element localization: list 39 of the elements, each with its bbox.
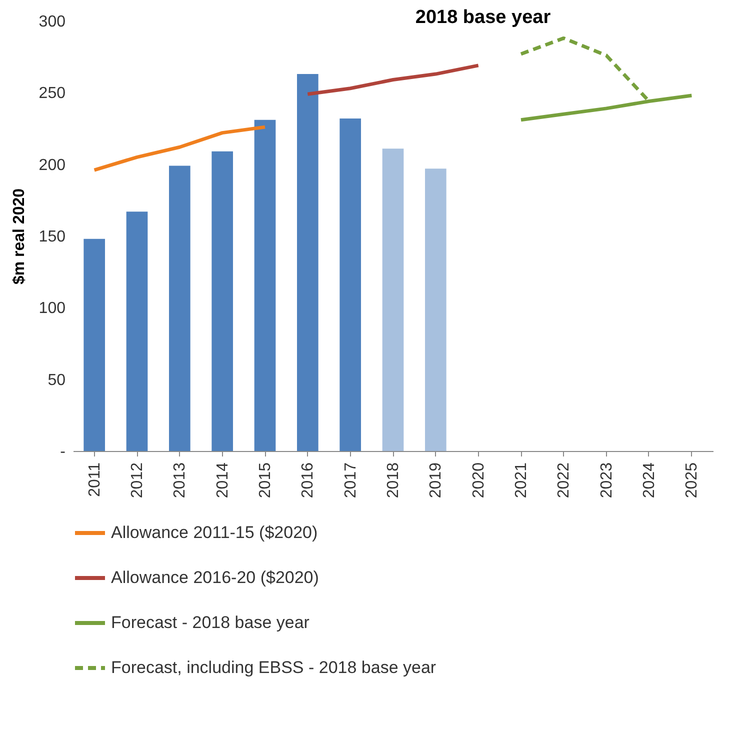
bar [84,238,105,451]
x-tick-label: 2020 [470,462,488,498]
x-tick-label: 2021 [513,462,530,498]
x-tick-label: 2022 [556,462,573,498]
line-series [306,64,480,96]
bar [169,166,190,451]
x-tick-label: 2017 [342,462,360,498]
bar [382,148,404,451]
bar [212,151,233,451]
y-tick-label: 100 [38,300,66,318]
bar [340,118,361,451]
x-tick-label: 2019 [428,462,445,498]
legend-label: Forecast - 2018 base year [111,613,310,632]
annotation: 2018 base year [415,7,552,28]
bar [126,212,148,451]
x-tick-label: 2014 [214,462,232,498]
x-tick-label: 2025 [684,462,701,498]
legend-label: Forecast, including EBSS - 2018 base year [111,658,436,677]
y-tick-label: - [60,444,66,460]
bar [254,120,276,451]
x-tick-label: 2011 [86,462,104,497]
bar [425,168,446,451]
y-tick-label: 200 [38,156,66,174]
line-series [92,125,267,172]
y-tick-label: 300 [38,14,66,30]
legend-label: Allowance 2011-15 ($2020) [111,523,318,542]
x-tick-label: 2023 [598,462,616,498]
y-tick-label: 250 [38,85,66,102]
x-tick-label: 2015 [257,462,274,498]
y-tick-label: 150 [38,228,66,246]
x-tick-label: 2013 [172,462,189,498]
bar [297,74,318,451]
y-tick-label: 50 [48,372,66,389]
x-tick-label: 2016 [300,462,317,498]
x-tick-label: 2024 [641,462,658,498]
x-tick-label: 2018 [385,462,402,498]
legend-label: Allowance 2016-20 ($2020) [111,568,319,587]
y-axis-title: $m real 2020 [10,188,28,285]
x-tick-label: 2012 [129,462,146,498]
